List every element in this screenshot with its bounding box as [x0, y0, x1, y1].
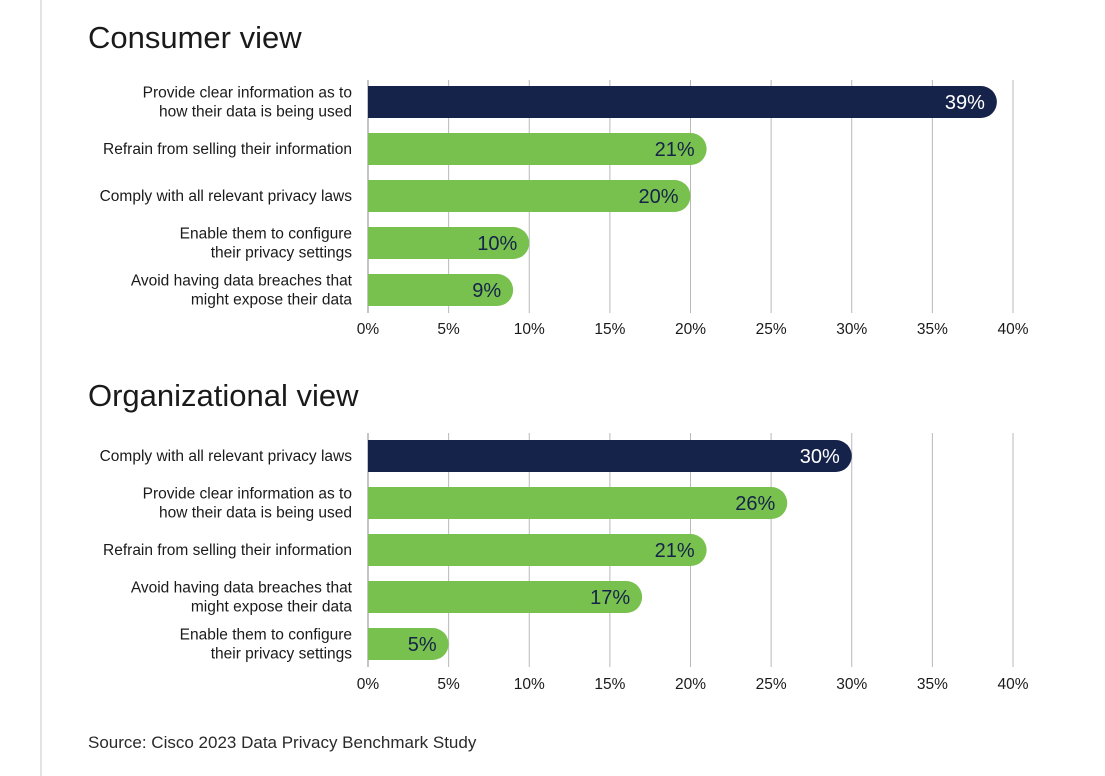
bar-value-label: 39% [945, 92, 985, 114]
organizational-bars: 30% 26% 21% 17% 5% [368, 440, 852, 660]
x-tick-label: 5% [437, 321, 460, 338]
bar [368, 86, 997, 118]
category-label: Provide clear information as to how their… [143, 486, 352, 522]
bar [368, 274, 514, 306]
consumer-view-chart: Consumer view 39% 21% 20% 10% 9% Provide cle… [88, 20, 1029, 338]
x-tick-label: 25% [756, 321, 787, 338]
category-label: Avoid having data breaches that might exp… [131, 273, 353, 309]
bar-value-label: 17% [590, 587, 630, 609]
category-label: Refrain from selling their information [103, 141, 352, 158]
consumer-bars: 39% 21% 20% 10% 9% [368, 86, 997, 306]
bar-value-label: 5% [408, 634, 437, 656]
organizational-tick-labels: 0% 5% 10% 15% 20% 25% 30% 35% 40% [357, 676, 1029, 693]
bar-value-label: 9% [472, 280, 501, 302]
bar-value-label: 21% [655, 540, 695, 562]
bar [368, 487, 788, 519]
bar-value-label: 21% [655, 139, 695, 161]
bar [368, 440, 852, 472]
x-tick-label: 10% [514, 676, 545, 693]
organizational-category-labels: Comply with all relevant privacy laws Pro… [100, 448, 353, 663]
bar-value-label: 26% [735, 493, 775, 515]
category-label: Comply with all relevant privacy laws [100, 188, 353, 205]
x-tick-label: 35% [917, 321, 948, 338]
organizational-view-chart: Organizational view 30% 26% 21% 17% 5% Compl… [88, 378, 1029, 693]
consumer-view-title: Consumer view [88, 20, 302, 55]
x-tick-label: 25% [756, 676, 787, 693]
x-tick-label: 30% [836, 321, 867, 338]
category-label: Refrain from selling their information [103, 542, 352, 559]
bar [368, 534, 707, 566]
category-label: Comply with all relevant privacy laws [100, 448, 353, 465]
bar [368, 133, 707, 165]
x-tick-label: 15% [594, 321, 625, 338]
consumer-category-labels: Provide clear information as to how their… [100, 85, 353, 309]
x-tick-label: 5% [437, 676, 460, 693]
consumer-tick-labels: 0% 5% 10% 15% 20% 25% 30% 35% 40% [357, 321, 1029, 338]
category-label: Avoid having data breaches that might exp… [131, 580, 353, 616]
bar-value-label: 10% [477, 233, 517, 255]
bar-value-label: 20% [638, 186, 678, 208]
x-tick-label: 0% [357, 676, 380, 693]
bar [368, 180, 691, 212]
bar-value-label: 30% [800, 446, 840, 468]
category-label: Enable them to configure their privacy se… [180, 226, 353, 262]
x-tick-label: 10% [514, 321, 545, 338]
x-tick-label: 0% [357, 321, 380, 338]
page-left-rule [40, 0, 42, 776]
bar [368, 227, 530, 259]
category-label: Enable them to configure their privacy se… [180, 627, 353, 663]
x-tick-label: 35% [917, 676, 948, 693]
x-tick-label: 20% [675, 676, 706, 693]
source-note: Source: Cisco 2023 Data Privacy Benchmar… [88, 733, 477, 752]
organizational-view-title: Organizational view [88, 378, 359, 413]
x-tick-label: 20% [675, 321, 706, 338]
bar [368, 581, 643, 613]
x-tick-label: 40% [997, 321, 1028, 338]
category-label: Provide clear information as to how their… [143, 85, 352, 121]
x-tick-label: 40% [997, 676, 1028, 693]
bar [368, 628, 449, 660]
x-tick-label: 30% [836, 676, 867, 693]
x-tick-label: 15% [594, 676, 625, 693]
